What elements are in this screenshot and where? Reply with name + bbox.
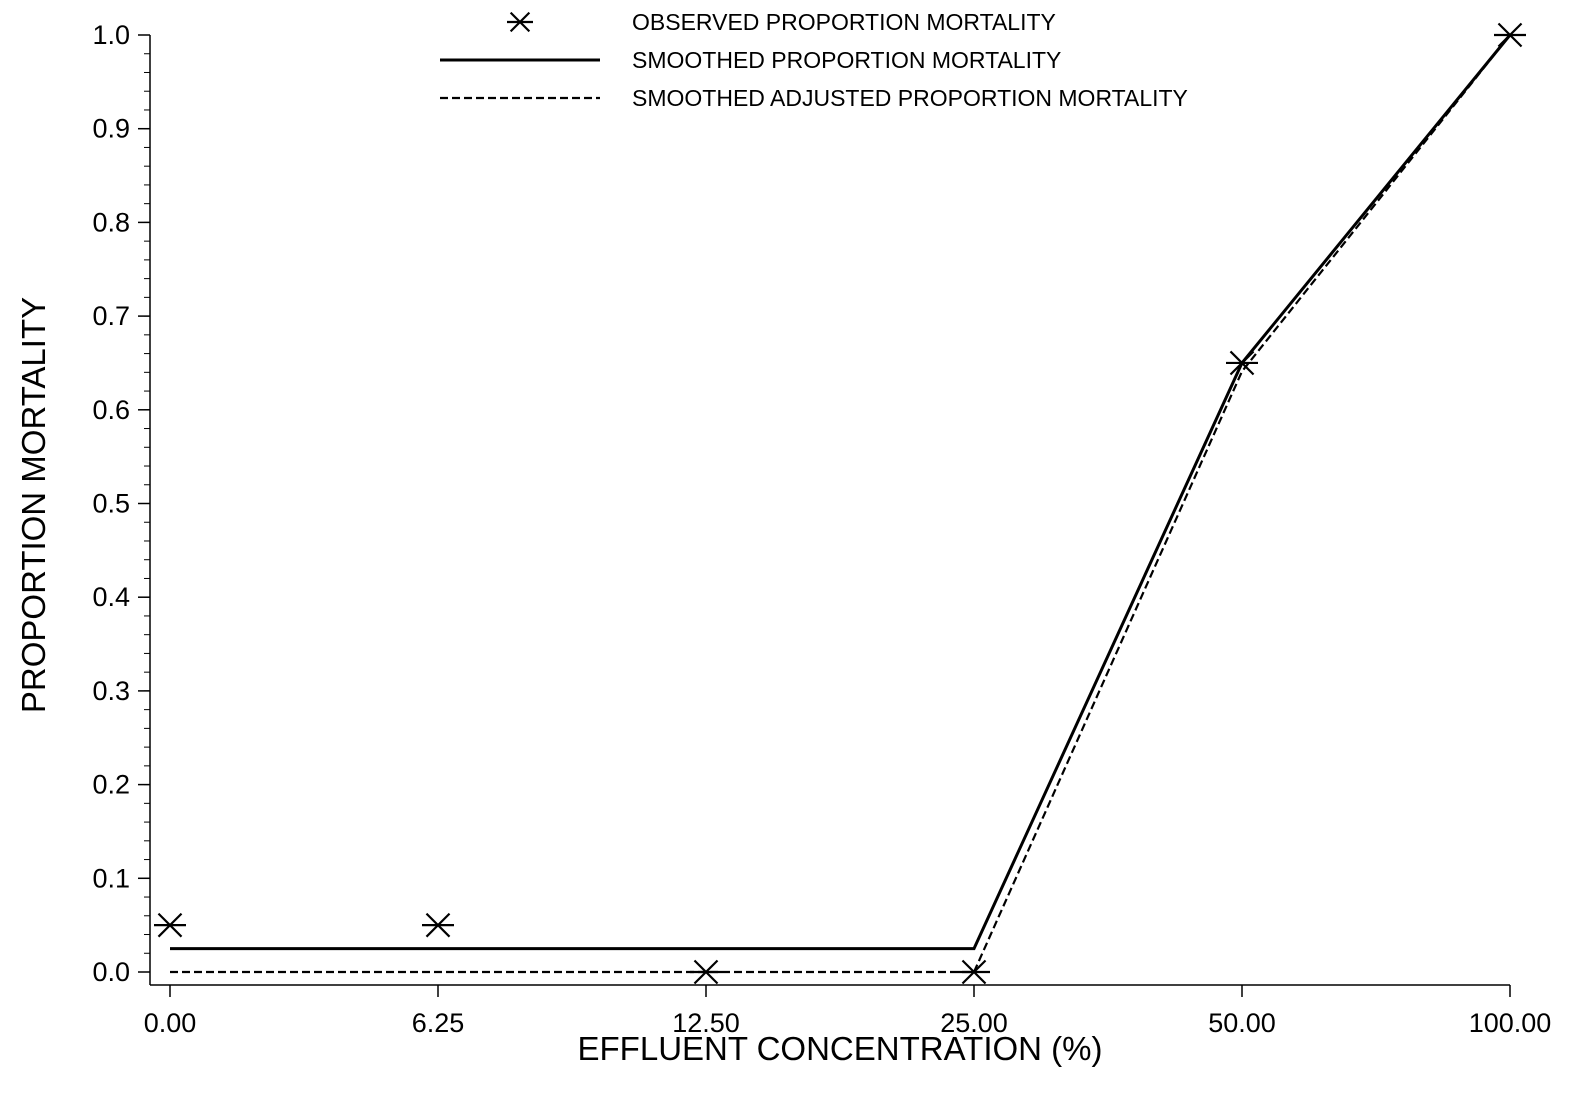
legend-entry: SMOOTHED ADJUSTED PROPORTION MORTALITY	[440, 85, 1188, 111]
observed-marker	[154, 912, 186, 938]
y-tick-label: 0.6	[92, 395, 130, 425]
x-axis-title: EFFLUENT CONCENTRATION (%)	[578, 1030, 1103, 1067]
smoothed-line	[170, 34, 1512, 951]
legend-entry: OBSERVED PROPORTION MORTALITY	[507, 9, 1056, 35]
y-tick-label: 1.0	[92, 20, 130, 50]
y-axis-title: PROPORTION MORTALITY	[15, 297, 52, 713]
y-tick-label: 0.8	[92, 207, 130, 237]
y-tick-label: 0.0	[92, 957, 130, 987]
x-tick-label: 6.25	[412, 1008, 465, 1038]
observed-marker	[422, 912, 454, 938]
y-tick-label: 0.1	[92, 863, 130, 893]
legend-entry: SMOOTHED PROPORTION MORTALITY	[440, 47, 1061, 73]
y-tick-label: 0.5	[92, 489, 130, 519]
y-tick-label: 0.7	[92, 301, 130, 331]
y-tick-label: 0.3	[92, 676, 130, 706]
x-tick-label: 12.50	[672, 1008, 740, 1038]
x-tick-label: 50.00	[1208, 1008, 1276, 1038]
series-layer	[154, 22, 1526, 985]
y-tick-label: 0.4	[92, 582, 130, 612]
legend-label: SMOOTHED ADJUSTED PROPORTION MORTALITY	[632, 85, 1188, 111]
x-tick-label: 0.00	[144, 1008, 197, 1038]
x-tick-label: 100.00	[1469, 1008, 1552, 1038]
axes: 0.0 0.1 0.2 0.3 0.4 0.5 0.6 0.7 0.8 0.9 1.0 0.00 6.2…	[92, 20, 1551, 1038]
y-tick-label: 0.9	[92, 114, 130, 144]
legend-label: SMOOTHED PROPORTION MORTALITY	[632, 47, 1061, 73]
legend-label: OBSERVED PROPORTION MORTALITY	[632, 9, 1056, 35]
smoothed-adjusted-line	[170, 34, 1511, 974]
x-tick-label: 25.00	[940, 1008, 1008, 1038]
legend-marker-icon	[507, 11, 533, 33]
legend: OBSERVED PROPORTION MORTALITY SMOOTHED PR…	[440, 9, 1188, 111]
y-tick-label: 0.2	[92, 770, 130, 800]
